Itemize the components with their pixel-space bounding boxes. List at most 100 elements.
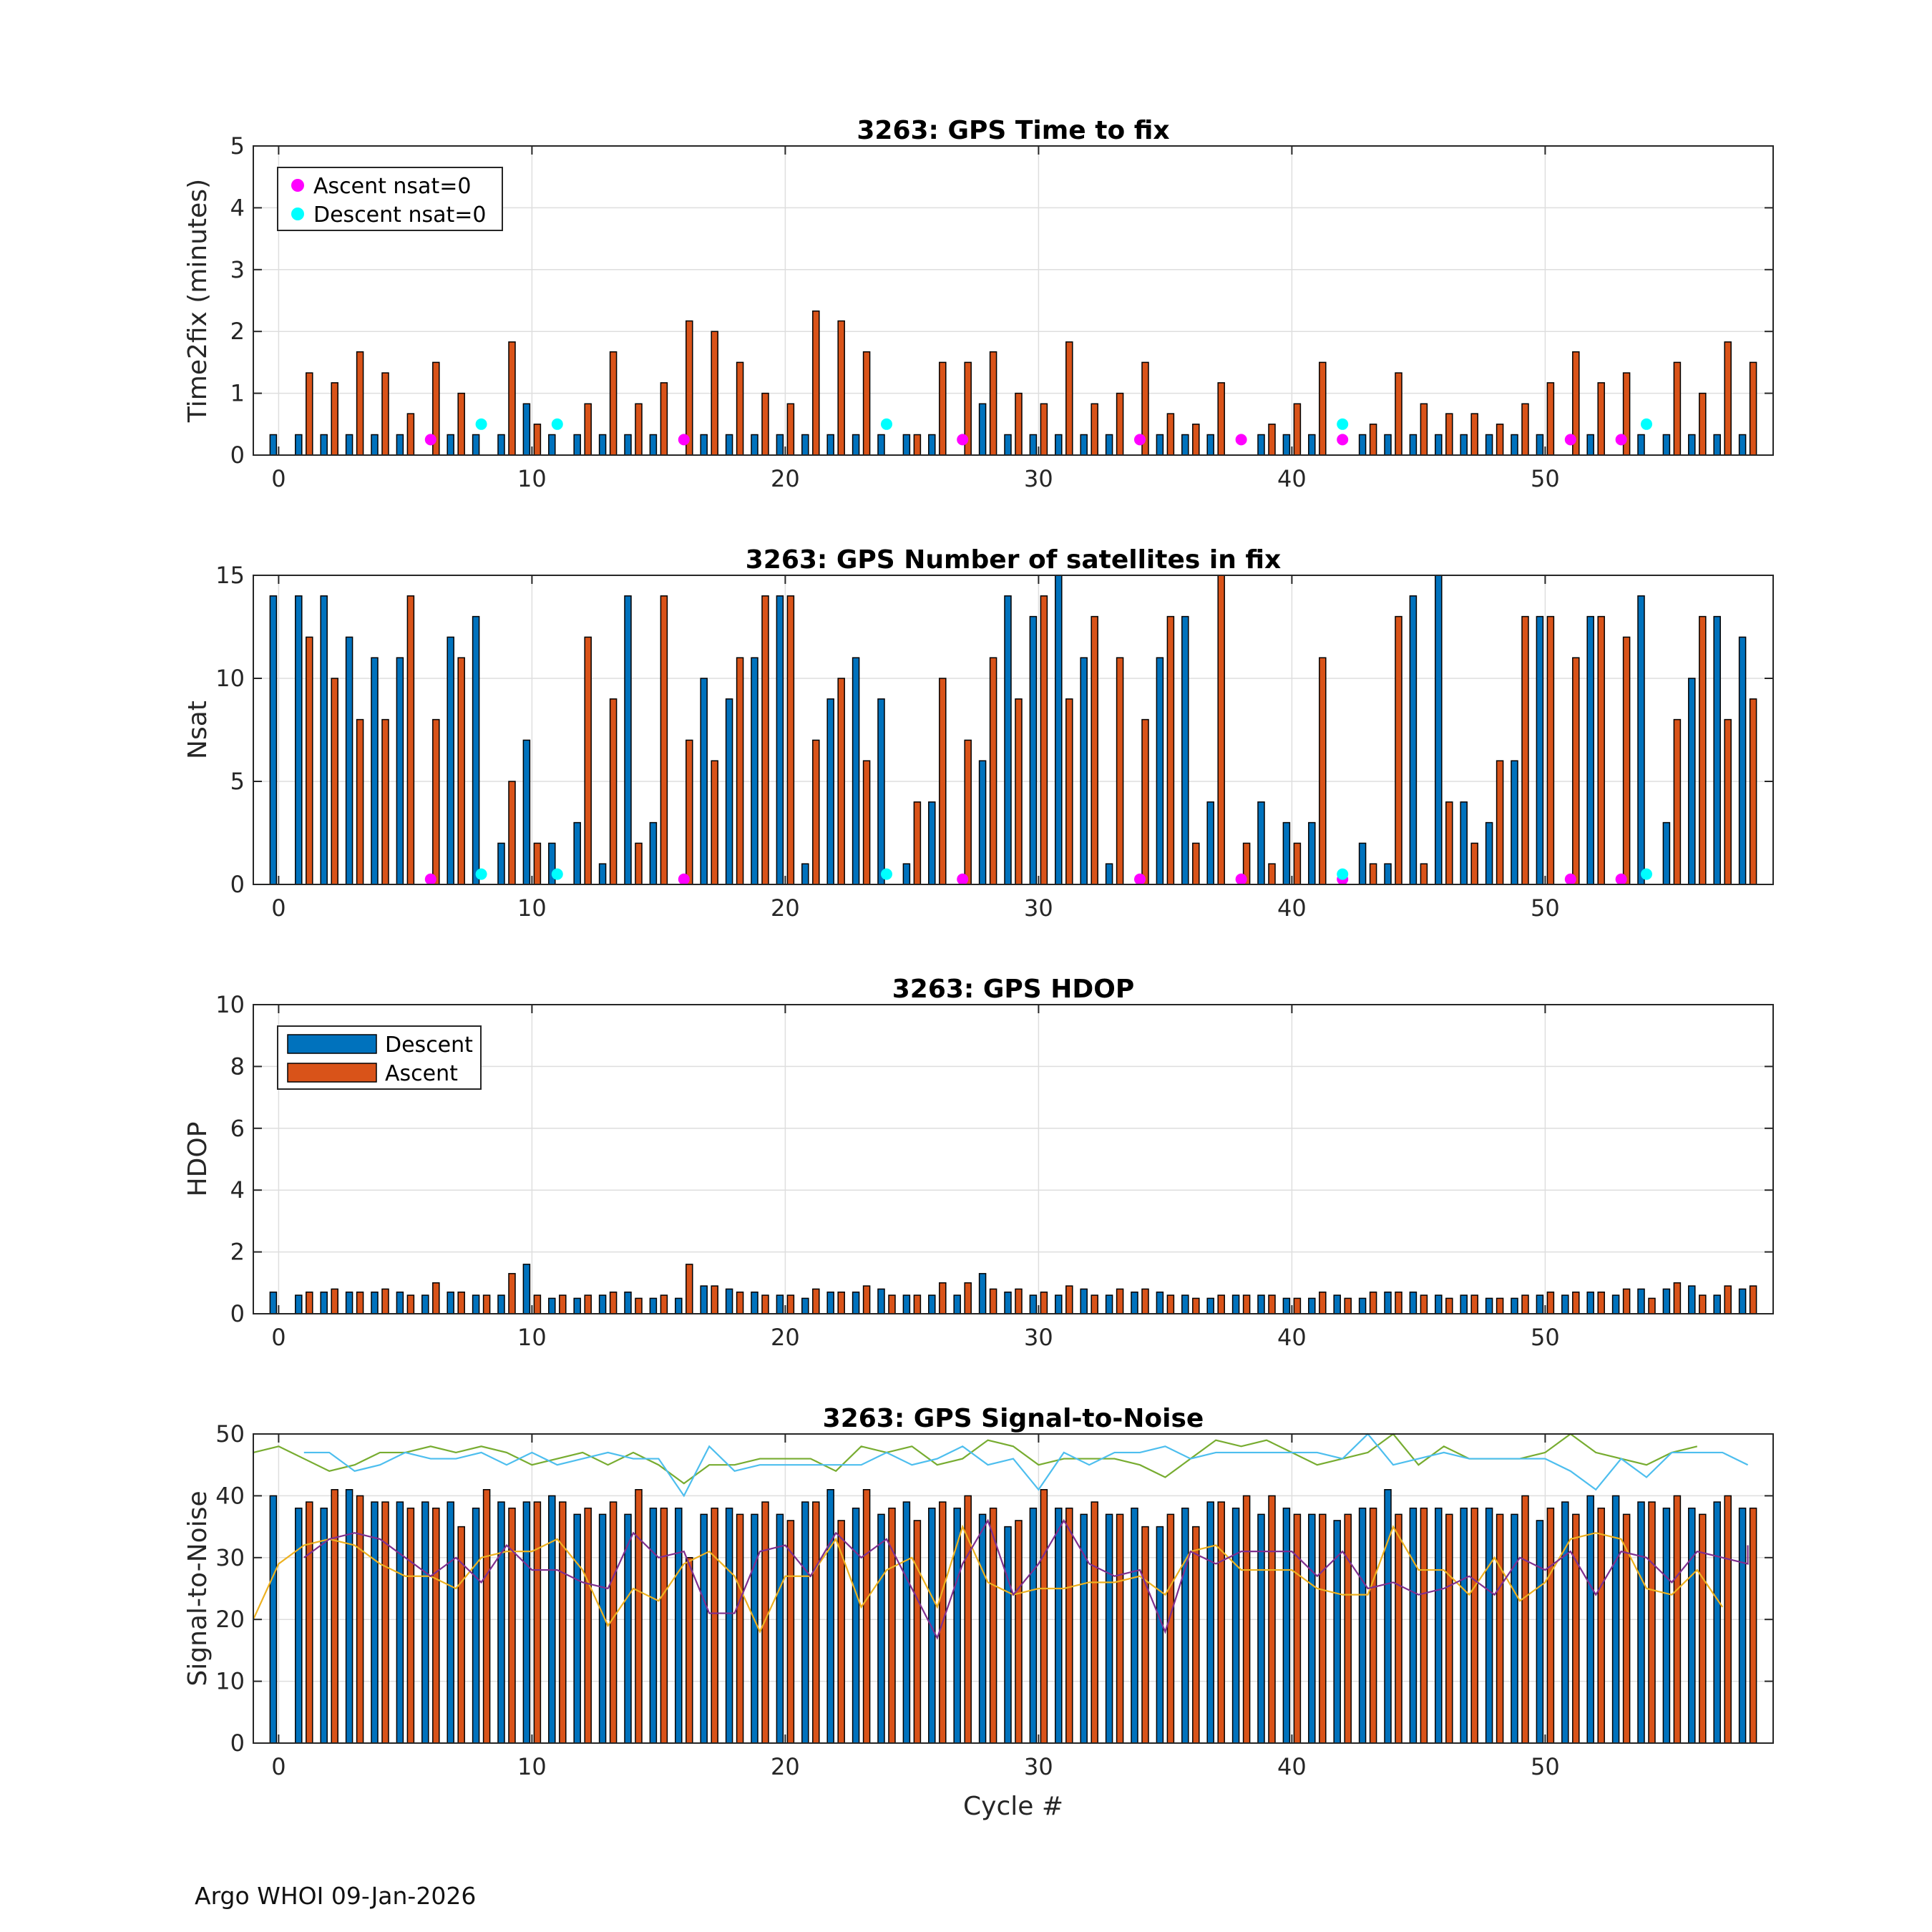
x-tick-label: 10 [517,894,547,922]
bar-descent [675,1297,683,1314]
bar-ascent [1293,1513,1302,1744]
bar-descent [1257,1294,1265,1314]
bar-ascent [356,1292,364,1314]
bar-ascent [482,1294,491,1314]
bar-descent [1131,1292,1138,1314]
marker-nsat0 [551,868,563,880]
bar-descent [978,1273,987,1314]
bar-descent [1384,1489,1392,1744]
bar-descent [725,434,733,456]
bar-descent [877,1513,885,1744]
bar-ascent [1192,1526,1200,1744]
x-tick-label: 50 [1531,465,1560,492]
bar-ascent [1699,1513,1707,1744]
bar-descent [1206,1297,1214,1314]
bar-ascent [1268,863,1276,885]
bar-descent [1055,575,1063,885]
bar-descent [1055,1507,1063,1744]
bar-descent [320,1292,328,1314]
bar-descent [1206,434,1214,456]
legend-label: Descent [385,1033,473,1058]
bar-ascent [888,1507,896,1744]
bar-descent [1257,434,1265,456]
bar-descent [1511,760,1518,885]
bar-ascent [1192,424,1200,456]
bar-ascent [761,1294,769,1314]
bar-ascent [331,1489,338,1744]
bar-ascent [786,595,795,885]
legend-label: Ascent [385,1061,458,1086]
bar-ascent [1470,1294,1478,1314]
bar-ascent [406,1294,415,1314]
bar-ascent [1749,698,1757,885]
bar-descent [1511,1513,1518,1744]
bar-descent [522,739,531,885]
bar-ascent [686,1264,693,1314]
x-tick-label: 0 [271,465,286,492]
bar-ascent [964,739,972,885]
bar-descent [1409,434,1418,456]
bar-descent [751,1292,758,1314]
bar-descent [345,636,353,885]
y-tick-label: 5 [230,132,245,160]
axes-box [253,1004,1774,1314]
bar-descent [1611,1495,1620,1744]
plot-area [253,1434,1773,1743]
axes-box [253,145,1774,456]
bar-descent [1156,657,1164,885]
bar-ascent [381,372,389,456]
bar-ascent [837,678,845,885]
bar-descent [1485,1507,1493,1744]
bar-descent [928,434,936,456]
bar-descent [1460,1507,1468,1744]
bar-descent [1004,595,1012,885]
bar-descent [649,434,658,456]
bar-ascent [862,760,871,885]
bar-descent [1485,1297,1493,1314]
bar-descent [269,595,278,885]
bar-descent [1662,1507,1671,1744]
bar-ascent [1699,615,1707,885]
bar-descent [1713,1501,1721,1744]
bar-ascent [1015,698,1023,885]
bar-ascent [1749,1507,1757,1744]
y-tick-label: 10 [215,991,245,1018]
bar-ascent [1673,718,1682,885]
bar-ascent [660,1294,668,1314]
bar-ascent [1420,1294,1428,1314]
bar-ascent [331,1288,338,1314]
bar-ascent [1597,1507,1605,1744]
bar-descent [1257,801,1265,885]
y-axis-label: Signal-to-Noise [183,1491,213,1686]
bar-ascent [432,1507,440,1744]
bar-ascent [736,657,744,885]
bar-ascent [1572,1513,1580,1744]
bar-descent [472,1507,480,1744]
bar-ascent [1673,361,1682,456]
x-axis-label: Cycle # [963,1792,1063,1821]
bar-descent [447,1292,454,1314]
bar-descent [522,1264,531,1314]
bar-ascent [406,413,415,456]
bar-descent [624,434,632,456]
bar-descent [1257,1513,1265,1744]
bar-ascent [584,403,592,456]
bar-descent [1561,1294,1569,1314]
bar-ascent [837,1292,845,1314]
marker-nsat0 [1641,868,1652,880]
bar-descent [1358,434,1367,456]
bar-ascent [508,1273,516,1314]
bar-ascent [1395,615,1402,885]
bar-descent [1460,801,1468,885]
bar-ascent [1546,615,1555,885]
bar-ascent [761,392,769,456]
bar-ascent [533,424,542,456]
bar-descent [421,1501,429,1744]
bar-ascent [1496,1297,1504,1314]
bar-ascent [1268,1495,1276,1744]
bar-ascent [1217,1501,1225,1744]
bar-descent [776,434,784,456]
bar-ascent [1217,382,1225,456]
bar-ascent [533,1501,542,1744]
bar-ascent [1420,1507,1428,1744]
